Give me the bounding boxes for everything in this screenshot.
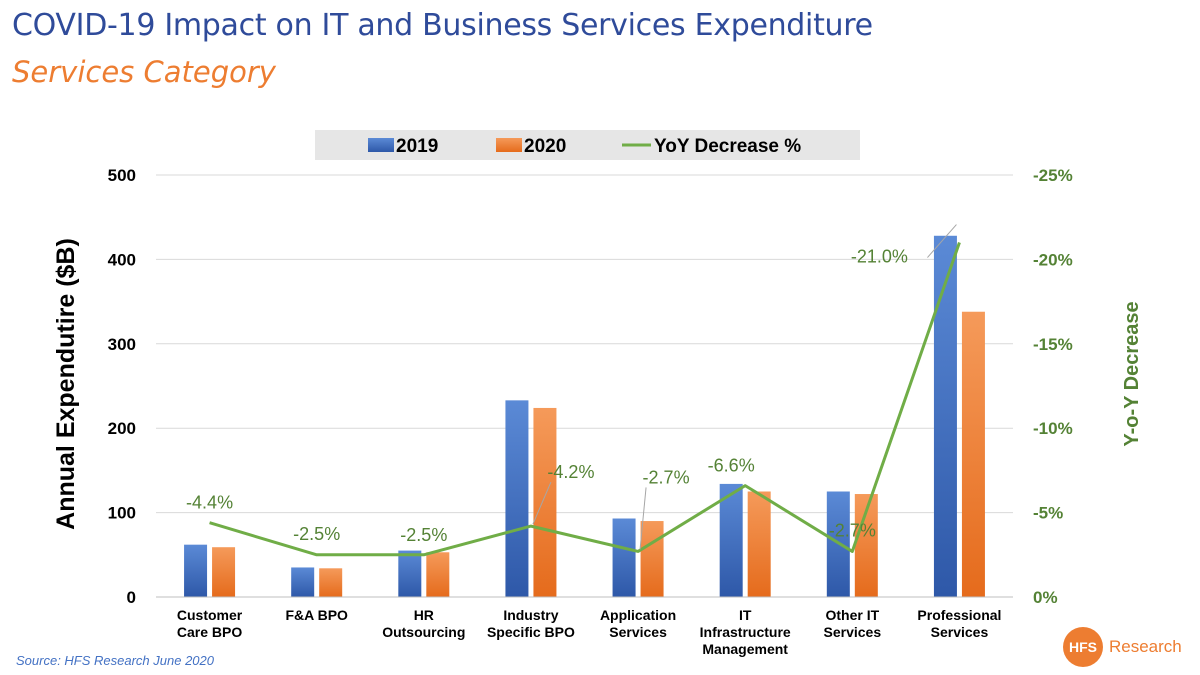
bar-2020	[961, 311, 985, 597]
y2-tick-label: -20%	[1033, 250, 1073, 269]
y2-tick-label: -5%	[1033, 504, 1063, 523]
bar-2019	[505, 400, 529, 597]
yoy-data-label: -6.6%	[708, 456, 755, 476]
bar-2020	[747, 491, 771, 597]
y2-tick-label: -10%	[1033, 419, 1073, 438]
y-tick-label: 0	[127, 588, 136, 607]
page-title: COVID-19 Impact on IT and Business Servi…	[12, 8, 873, 43]
logo-mark: HFS	[1063, 627, 1103, 667]
x-tick-label: F&A BPO	[285, 607, 348, 623]
y-tick-label: 200	[108, 419, 136, 438]
axes: 0 100 200 300 400 500 0% -5% -10% -15% -20% -25% Cus…	[108, 166, 1073, 657]
bar-2019	[184, 544, 208, 597]
bar-series	[184, 235, 985, 597]
yoy-line-series: -4.4% -2.5% -2.5% -4.2% -2.7% -6.6% -2.7% -21.0…	[186, 224, 961, 557]
page-subtitle: Services Category	[12, 55, 276, 89]
bar-2020	[212, 547, 236, 597]
legend-label-2019: 2019	[396, 136, 438, 157]
legend-background	[315, 130, 860, 160]
bar-2020	[319, 568, 343, 597]
yoy-data-label: -2.7%	[643, 467, 690, 487]
yoy-data-label: -4.4%	[186, 493, 233, 513]
y-axis-title: Annual Expendutire ($B)	[52, 238, 80, 530]
bar-2020	[640, 521, 664, 597]
source-note: Source: HFS Research June 2020	[16, 653, 214, 668]
bar-2019	[933, 235, 957, 597]
x-tick-label: Application Services	[600, 607, 676, 640]
y-tick-label: 500	[108, 166, 136, 185]
bar-2020	[854, 494, 878, 597]
bar-2019	[398, 550, 422, 597]
y-tick-label: 100	[108, 504, 136, 523]
legend-label-yoy: YoY Decrease %	[654, 136, 801, 157]
bar-2020	[533, 407, 557, 597]
legend-label-2020: 2020	[524, 136, 566, 157]
y2-tick-label: 0%	[1033, 588, 1058, 607]
bar-2019	[612, 518, 636, 597]
data-label-leader	[532, 481, 552, 525]
y2-tick-label: -15%	[1033, 335, 1073, 354]
data-label-leader	[927, 224, 957, 258]
yoy-line	[209, 242, 961, 557]
bar-2020	[426, 552, 450, 597]
legend-swatch-2019	[368, 138, 394, 152]
y2-tick-label: -25%	[1033, 166, 1073, 185]
y-tick-label: 300	[108, 335, 136, 354]
yoy-data-label: -2.5%	[400, 525, 447, 545]
hfs-logo: HFS Research	[1063, 627, 1189, 667]
yoy-data-label: -4.2%	[547, 462, 594, 482]
chart-legend: 2019 2020 YoY Decrease %	[315, 130, 860, 160]
data-label-leader	[639, 487, 647, 550]
gridlines	[156, 174, 1013, 514]
y2-axis-title: Y-o-Y Decrease	[1121, 301, 1143, 446]
x-tick-label: Customer Care BPO	[177, 607, 243, 640]
bar-2019	[719, 483, 743, 597]
x-tick-label: Professional Services	[917, 607, 1001, 640]
x-tick-label: IT Infrastructure Management	[700, 607, 791, 657]
x-tick-label: Other IT Services	[824, 607, 882, 640]
x-tick-label: Industry Specific BPO	[487, 607, 575, 640]
bar-2019	[291, 567, 315, 597]
legend-swatch-2020	[496, 138, 522, 152]
x-tick-label: HR Outsourcing	[382, 607, 465, 640]
y-tick-label: 400	[108, 250, 136, 269]
logo-text: Research	[1109, 637, 1182, 656]
yoy-data-label: -2.5%	[293, 524, 340, 544]
yoy-data-label: -2.7%	[829, 520, 876, 540]
yoy-data-label: -21.0%	[851, 247, 908, 267]
